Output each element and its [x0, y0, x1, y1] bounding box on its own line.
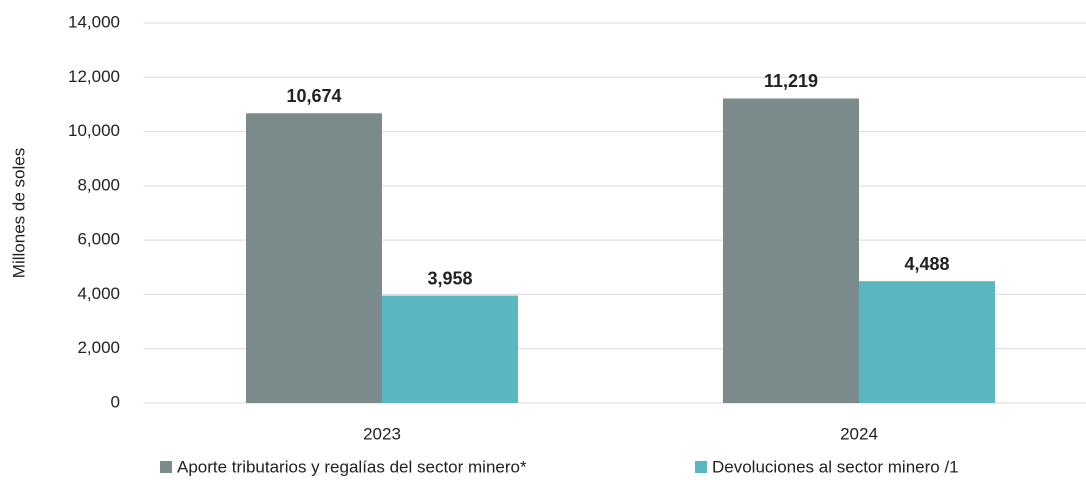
value-label: 4,488	[904, 254, 949, 274]
bar	[723, 98, 859, 403]
y-tick-label: 14,000	[68, 12, 120, 31]
y-tick-label: 10,000	[68, 121, 120, 140]
value-label: 3,958	[427, 268, 472, 288]
y-tick-label: 12,000	[68, 67, 120, 86]
y-tick-label: 0	[111, 392, 120, 411]
bar	[859, 281, 995, 403]
legend-swatch	[695, 461, 707, 473]
x-tick-label: 2023	[363, 424, 401, 443]
legend-swatch	[160, 461, 172, 473]
x-tick-label: 2024	[840, 424, 878, 443]
legend-label: Devoluciones al sector minero /1	[712, 457, 959, 476]
bar	[382, 295, 518, 403]
y-tick-label: 4,000	[77, 284, 120, 303]
value-label: 11,219	[764, 71, 818, 91]
y-tick-label: 6,000	[77, 230, 120, 249]
y-axis-label: Millones de soles	[9, 148, 28, 278]
bar	[246, 113, 382, 403]
legend-label: Aporte tributarios y regalías del sector…	[177, 457, 527, 476]
y-tick-label: 2,000	[77, 338, 120, 357]
value-label: 10,674	[286, 86, 341, 106]
y-tick-label: 8,000	[77, 175, 120, 194]
